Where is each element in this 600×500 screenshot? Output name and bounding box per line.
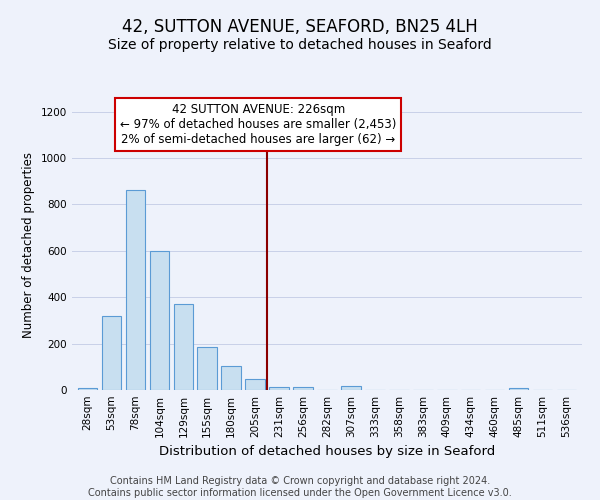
Bar — [341, 386, 361, 390]
Text: Size of property relative to detached houses in Seaford: Size of property relative to detached ho… — [108, 38, 492, 52]
Bar — [509, 388, 529, 390]
Text: 42, SUTTON AVENUE, SEAFORD, BN25 4LH: 42, SUTTON AVENUE, SEAFORD, BN25 4LH — [122, 18, 478, 36]
Bar — [293, 386, 313, 390]
Bar — [173, 304, 193, 390]
Bar — [101, 316, 121, 390]
Text: Contains HM Land Registry data © Crown copyright and database right 2024.
Contai: Contains HM Land Registry data © Crown c… — [88, 476, 512, 498]
Bar — [269, 386, 289, 390]
Y-axis label: Number of detached properties: Number of detached properties — [22, 152, 35, 338]
Bar — [197, 347, 217, 390]
Bar — [125, 190, 145, 390]
Text: 42 SUTTON AVENUE: 226sqm
← 97% of detached houses are smaller (2,453)
2% of semi: 42 SUTTON AVENUE: 226sqm ← 97% of detach… — [120, 103, 397, 146]
Bar — [149, 251, 169, 390]
Bar — [221, 366, 241, 390]
Bar — [245, 379, 265, 390]
X-axis label: Distribution of detached houses by size in Seaford: Distribution of detached houses by size … — [159, 446, 495, 458]
Bar — [78, 388, 97, 390]
